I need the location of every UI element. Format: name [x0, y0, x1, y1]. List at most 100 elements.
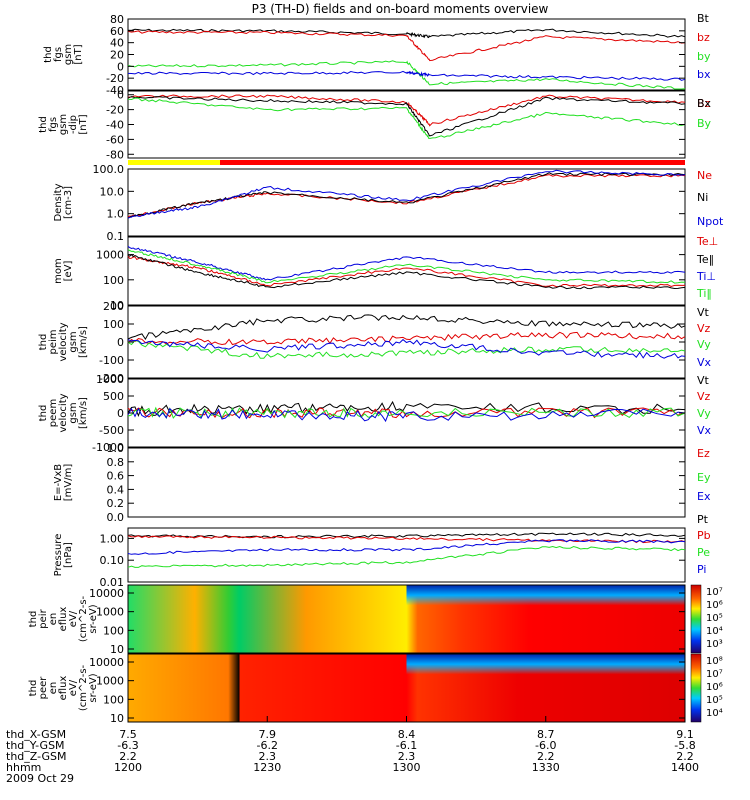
ytick-label: -500 [99, 424, 124, 437]
legend-Te⊥: Te⊥ [696, 235, 718, 248]
series-line-Pt [127, 532, 686, 539]
colorbar-label: 10⁷ [706, 587, 723, 598]
ylabel-line: gsm [63, 44, 74, 65]
legend-Vy: Vy [697, 407, 711, 420]
mode-status-bar [128, 160, 685, 165]
ylabel-line: gsm [68, 331, 79, 352]
ylabel-line: (cm^2-s- [78, 595, 89, 642]
legend-Vt: Vt [697, 374, 710, 387]
ytick-label: 1000 [96, 675, 124, 688]
ylabel-line: -dip [68, 115, 79, 134]
ylabel-line: thd [28, 680, 39, 697]
ytick-label: 0.8 [107, 456, 125, 469]
legend-Vt: Vt [697, 306, 710, 319]
ylabel-line: thd [43, 46, 54, 63]
ytick-label: 10 [110, 643, 124, 656]
panel-peem_vel: Vt Vz Vy Vx 1000 500 0 -500 -1000 thd peem velocity… [38, 373, 712, 454]
ytick-label: 10000 [89, 587, 124, 600]
ytick-label: 0.0 [107, 511, 125, 524]
series-line-Pe [127, 545, 686, 568]
ytick-label: 10 [110, 299, 124, 312]
ytick-label: 20 [110, 49, 124, 62]
ylabel-line: [nT] [78, 114, 89, 134]
ytick-label: 1000 [96, 249, 124, 262]
series-line-Te‖ [127, 253, 686, 290]
date-label: 2009 Oct 29 [6, 772, 74, 785]
legend-Ti‖: Ti‖ [696, 287, 712, 300]
ytick-label: 100.0 [93, 163, 125, 176]
legend-Ex: Ex [697, 490, 711, 503]
ylabel-line: eflux [58, 607, 69, 632]
series-line-Vt [127, 314, 686, 341]
ytick-label: 10 [110, 712, 124, 725]
series-line-Npot [127, 169, 686, 219]
ylabel-line: mom [53, 258, 64, 284]
ytick-label: 100 [103, 318, 124, 331]
ylabel-line: [eV] [63, 261, 74, 282]
ytick-label: -60 [106, 133, 124, 146]
colorbar-label: 10⁶ [706, 600, 723, 611]
time-row-value: -6.0 [535, 739, 556, 752]
colorbar-label: 10⁴ [706, 626, 723, 637]
frame-pressure [127, 527, 686, 583]
series-line-Ti‖ [127, 249, 686, 284]
legend-Pi: Pi [697, 563, 706, 576]
ylabel-line: velocity [58, 322, 69, 361]
ytick-label: -20 [106, 72, 124, 85]
series-line-Bz [127, 94, 686, 127]
time-row-value: 1200 [114, 761, 142, 774]
ylabel-line: velocity [58, 393, 69, 432]
ylabel-line: gsm [58, 114, 69, 135]
ylabel-line: en [48, 613, 59, 626]
frame-temp [127, 236, 686, 306]
status-bar-red [220, 160, 685, 165]
ylabel-line: E=-VxB [53, 464, 64, 501]
panel-peer: 10⁸ 10⁷ 10⁶ 10⁵ 10⁴ 10000 1000 100 10 thd peer en ef… [28, 653, 723, 725]
panel-peir: 10⁷ 10⁶ 10⁵ 10⁴ 10³ 10000 1000 100 10 thd peir en ef… [28, 584, 723, 656]
ytick-label: -20 [106, 104, 124, 117]
time-row-value: -6.1 [396, 739, 417, 752]
series-line-bz [127, 30, 686, 62]
frame-density [127, 168, 686, 237]
colorbar-label: 10⁵ [706, 695, 723, 706]
time-row-label: thd_X-GSM [6, 728, 66, 741]
figure-title: P3 (TH-D) fields and on-board moments ov… [252, 2, 549, 16]
colorbar-peir [690, 584, 702, 654]
legend-Vy: Vy [697, 338, 711, 351]
ytick-label: 1.00 [100, 532, 125, 545]
ytick-label: 1000 [96, 606, 124, 619]
time-row-value: 1300 [393, 761, 421, 774]
ytick-label: 200 [103, 300, 124, 313]
series-line-bx [127, 70, 686, 81]
ytick-label: -80 [106, 148, 124, 161]
ylabel-line: thd [38, 116, 49, 133]
series-line-by [127, 60, 686, 90]
time-row-value: -6.2 [257, 739, 278, 752]
legend-Vx: Vx [697, 424, 712, 437]
time-row-value: 7.5 [119, 728, 137, 741]
series-line-Vy [127, 406, 686, 420]
ylabel-line: peir [38, 608, 49, 628]
ytick-label: 10.0 [100, 185, 125, 198]
ylabel-line: sr-eV) [88, 604, 99, 633]
ytick-label: 100 [103, 274, 124, 287]
series-line-Ti⊥ [127, 245, 686, 281]
time-row-value: 1230 [253, 761, 281, 774]
ylabel-line: en [48, 682, 59, 695]
ylabel-line: [mV/m] [63, 464, 74, 502]
series-line-Ne [127, 173, 686, 218]
panel-density: Ne Ni Npot 100.0 10.0 1.0 0.1 Density [cm-3] [53, 163, 724, 243]
time-row-value: 1330 [532, 761, 560, 774]
legend-Ti⊥: Ti⊥ [696, 270, 716, 283]
ytick-label: 0 [117, 60, 124, 73]
ytick-label: 1.0 [107, 208, 125, 221]
ylabel-line: eflux [58, 676, 69, 701]
spectrogram-high-band-peir [406, 585, 685, 606]
ytick-label: -100 [99, 354, 124, 367]
ytick-label: 60 [110, 25, 124, 38]
legend-Pe: Pe [697, 546, 710, 559]
